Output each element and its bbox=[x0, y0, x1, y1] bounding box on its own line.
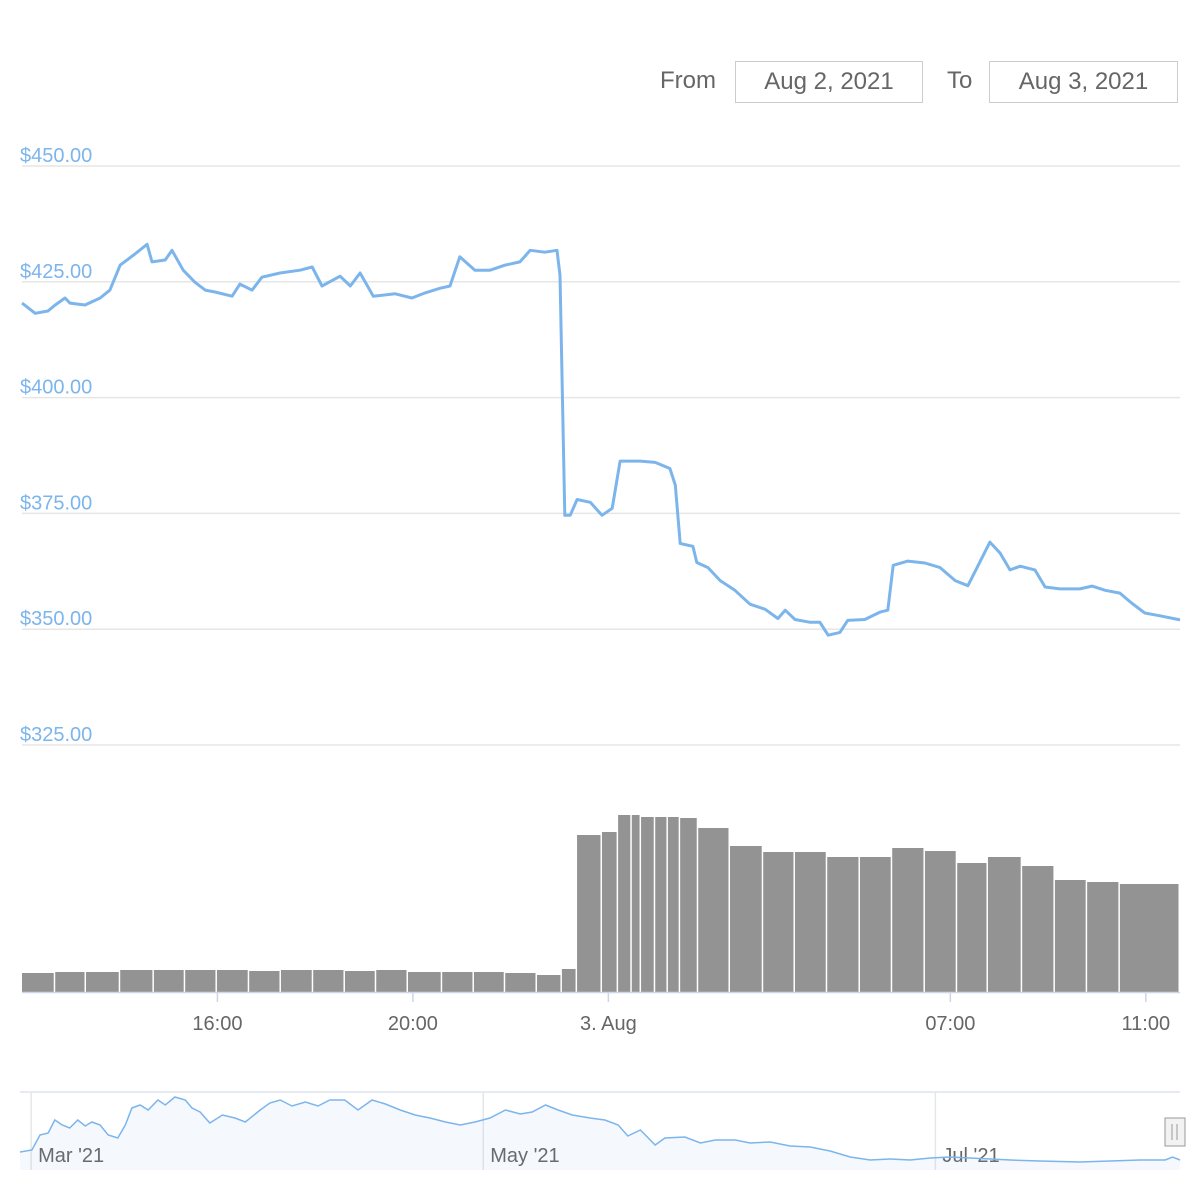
x-tick-label: 3. Aug bbox=[580, 1013, 637, 1035]
volume-bar bbox=[827, 857, 859, 992]
navigator-tick-label: Jul '21 bbox=[942, 1145, 999, 1167]
volume-bar bbox=[22, 973, 54, 992]
volume-bar bbox=[185, 970, 216, 992]
navigator-handle bbox=[1164, 1117, 1186, 1147]
x-tick-label: 11:00 bbox=[1122, 1013, 1171, 1035]
volume-bar bbox=[1054, 880, 1086, 992]
volume-bar bbox=[408, 972, 441, 992]
navigator-fill bbox=[20, 1097, 1180, 1170]
volume-bar bbox=[376, 970, 407, 992]
volume-bar bbox=[55, 972, 85, 992]
x-tick-label: 16:00 bbox=[192, 1013, 242, 1035]
volume-bar bbox=[957, 863, 987, 992]
volume-bar bbox=[680, 818, 697, 992]
volume-bar bbox=[892, 848, 924, 992]
x-tick-label: 20:00 bbox=[388, 1013, 438, 1035]
volume-bar bbox=[577, 835, 601, 992]
y-tick-label: $425.00 bbox=[20, 261, 92, 283]
volume-bar bbox=[667, 817, 679, 992]
volume-bar bbox=[631, 815, 640, 992]
volume-bar bbox=[601, 832, 617, 992]
y-tick-label: $400.00 bbox=[20, 377, 92, 399]
volume-bar bbox=[1022, 866, 1054, 992]
navigator-line bbox=[19, 1096, 1181, 1163]
volume-bar bbox=[473, 972, 504, 992]
volume-bar bbox=[641, 817, 654, 992]
y-tick-label: $450.00 bbox=[20, 145, 92, 167]
y-tick-label: $325.00 bbox=[20, 724, 92, 746]
volume-bar bbox=[655, 817, 667, 992]
x-tick-label: 07:00 bbox=[925, 1013, 975, 1035]
volume-bar bbox=[536, 975, 561, 992]
volume-bar bbox=[153, 970, 184, 992]
navigator-bg bbox=[20, 1092, 1180, 1170]
volume-bar bbox=[924, 851, 956, 992]
volume-bar bbox=[618, 815, 631, 992]
volume-bar bbox=[120, 970, 153, 992]
volume-bar bbox=[561, 969, 576, 992]
volume-bar bbox=[313, 970, 344, 992]
navigator-tick-label: May '21 bbox=[490, 1145, 559, 1167]
y-tick-label: $375.00 bbox=[20, 492, 92, 514]
from-label: From bbox=[660, 67, 716, 94]
volume-bar bbox=[729, 846, 762, 992]
volume-bar bbox=[1119, 884, 1179, 992]
volume-bar bbox=[86, 972, 119, 992]
volume-bar bbox=[1087, 882, 1119, 992]
volume-bar bbox=[249, 971, 280, 992]
from-input[interactable]: Aug 2, 2021 bbox=[735, 61, 923, 103]
price-line bbox=[21, 242, 1181, 637]
volume-bar bbox=[794, 852, 826, 992]
volume-bar bbox=[987, 857, 1021, 992]
volume-bar bbox=[344, 971, 375, 992]
volume-bar bbox=[763, 852, 794, 992]
volume-bar bbox=[859, 857, 891, 992]
volume-bar bbox=[698, 828, 729, 992]
volume-bar bbox=[280, 970, 312, 992]
to-label: To bbox=[947, 67, 973, 94]
navigator-tick-label: Mar '21 bbox=[38, 1145, 104, 1167]
to-input[interactable]: Aug 3, 2021 bbox=[989, 61, 1178, 103]
volume-bar bbox=[216, 970, 248, 992]
volume-bar bbox=[505, 973, 536, 992]
y-tick-label: $350.00 bbox=[20, 608, 92, 630]
volume-bar bbox=[442, 972, 473, 992]
